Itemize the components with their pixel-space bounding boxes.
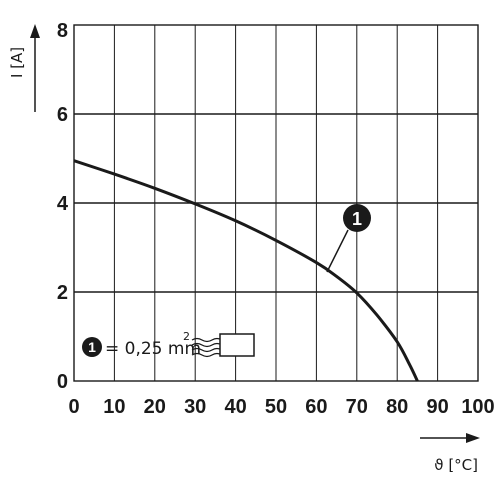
x-axis-title-group: ϑ [°C] <box>420 433 480 474</box>
curve-marker-leader <box>326 229 349 273</box>
x-tick-label: 60 <box>305 396 327 418</box>
y-axis-arrow-head <box>30 24 40 38</box>
x-tick-label: 50 <box>265 396 287 418</box>
curve-layer <box>73 159 419 382</box>
y-tick-label: 2 <box>57 282 68 304</box>
x-tick-label: 70 <box>346 396 368 418</box>
x-tick-label: 40 <box>224 396 246 418</box>
legend-superscript: 2 <box>183 330 190 343</box>
y-tick-label: 8 <box>57 20 68 42</box>
current-derating-curve <box>73 159 419 382</box>
x-tick-label: 20 <box>144 396 166 418</box>
curve-marker-number: 1 <box>352 209 362 229</box>
wire-icon <box>191 333 255 358</box>
x-tick-label: 90 <box>426 396 448 418</box>
x-tick-labels: 0 10 20 30 40 50 60 70 80 90 100 <box>68 396 494 418</box>
x-tick-label: 10 <box>103 396 125 418</box>
chart-grid <box>74 25 478 381</box>
y-tick-label: 0 <box>57 371 68 393</box>
curve-marker-badge <box>343 204 371 232</box>
legend: 1 = 0,25 mm 2 <box>82 330 255 359</box>
plot-border <box>73 24 479 382</box>
legend-label: = 0,25 mm <box>105 339 201 359</box>
y-axis-title: I [A] <box>8 47 26 78</box>
x-tick-label: 30 <box>184 396 206 418</box>
y-tick-label: 4 <box>57 193 69 215</box>
x-axis-arrow-head <box>466 433 480 443</box>
x-tick-label: 100 <box>461 396 494 418</box>
y-axis-title-group: I [A] <box>8 24 40 112</box>
legend-marker-badge <box>82 337 102 357</box>
x-tick-label: 80 <box>386 396 408 418</box>
y-tick-label: 6 <box>57 104 68 126</box>
plot-area-frame <box>73 24 479 382</box>
x-axis-title: ϑ [°C] <box>434 456 478 474</box>
legend-marker-number: 1 <box>88 339 96 355</box>
curve-marker-group: 1 <box>326 204 371 273</box>
y-tick-labels: 0 2 4 6 8 <box>57 20 69 393</box>
x-tick-label: 0 <box>68 396 79 418</box>
